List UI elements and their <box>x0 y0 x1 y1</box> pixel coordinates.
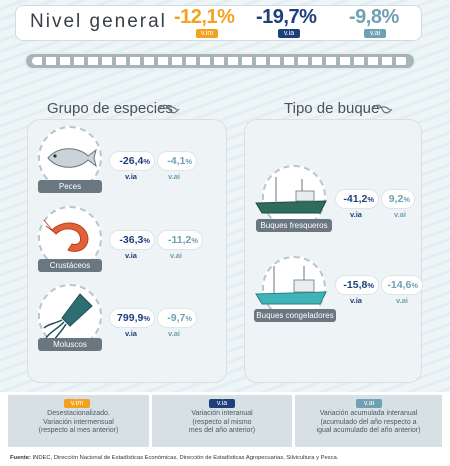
vessels-panel <box>245 120 421 382</box>
vessel-label-fresqueros: Buques fresqueros <box>256 219 332 232</box>
legend-vim-badge: v.im <box>64 399 90 408</box>
header-vai-value: -9,8% <box>349 6 399 28</box>
crustaceos-via-value: -36,3 <box>119 234 144 246</box>
legend-vai-line2: (acumulado del año respecto a <box>320 418 417 426</box>
moluscos-via-pill: 799,9% <box>110 309 154 327</box>
legend-vai-line1: Variación acumulada interanual <box>319 410 418 417</box>
legend-vai-text: Variación acumulada interanual (acumulad… <box>295 410 442 436</box>
pct-sign: % <box>185 314 192 323</box>
rope-divider <box>24 52 416 70</box>
species-label-moluscos: Moluscos <box>38 338 102 351</box>
fresqueros-via-value: -41,2 <box>343 193 368 205</box>
congeladores-vai-pill: -14,6% <box>382 276 422 294</box>
vai-label: v.ai <box>168 172 180 181</box>
pct-sign: % <box>367 281 374 290</box>
freezer-boat-icon <box>255 266 327 305</box>
rope-knot-icon <box>371 104 393 114</box>
legend-vim-line3: (respecto al mes anterior) <box>38 427 119 434</box>
congeladores-vai-value: -14,6 <box>387 279 412 291</box>
vai-label: v.ai <box>168 329 180 338</box>
pct-sign: % <box>185 157 192 166</box>
fresqueros-vai-value: 9,2 <box>388 193 404 205</box>
header-via-badge: v.ia <box>278 29 300 38</box>
vai-label: v.ai <box>394 210 406 219</box>
via-label: v.ia <box>125 329 137 338</box>
congeladores-via-pill: -15,8% <box>336 276 378 294</box>
legend-vim-text: Desestacionalizado. Variación intermensu… <box>8 410 149 436</box>
via-label: v.ia <box>350 296 362 305</box>
via-label: v.ia <box>125 172 137 181</box>
header-panel <box>16 6 421 40</box>
source-text: INDEC, Dirección Nacional de Estadística… <box>30 455 339 461</box>
moluscos-via-value: 799,9 <box>117 312 144 324</box>
vai-label: v.ai <box>396 296 408 305</box>
peces-via-value: -26,4 <box>119 155 144 167</box>
pct-sign: % <box>367 195 374 204</box>
pct-sign: % <box>403 195 410 204</box>
legend-vai-badge: v.ai <box>356 399 382 408</box>
species-label-crustaceos: Crustáceos <box>38 259 102 272</box>
legend-via-line1: Variación interanual <box>191 410 253 417</box>
crustaceos-vai-value: -11,2 <box>167 234 192 246</box>
fish-icon <box>47 148 97 168</box>
species-label-peces: Peces <box>38 180 102 193</box>
header-vim-badge: v.im <box>196 29 218 38</box>
via-label: v.ia <box>350 210 362 219</box>
congeladores-via-value: -15,8 <box>343 279 368 291</box>
crustaceos-via-pill: -36,3% <box>110 231 154 249</box>
fresqueros-vai-pill: 9,2% <box>382 190 414 208</box>
crustaceos-vai-pill: -11,2% <box>158 231 202 249</box>
shrimp-icon <box>43 219 89 252</box>
header-vai-badge: v.ai <box>364 29 386 38</box>
legend-via-text: Variación interanual (respecto al mismo … <box>152 410 292 436</box>
rope-knot-icon <box>158 104 180 114</box>
via-label: v.ia <box>125 251 137 260</box>
header-via-value: -19,7% <box>256 6 317 28</box>
species-title: Grupo de especies <box>47 100 173 117</box>
squid-icon <box>43 293 93 345</box>
vessels-title: Tipo de buque <box>284 100 380 117</box>
header-vim-value: -12,1% <box>174 6 235 28</box>
legend-via-badge: v.ia <box>209 399 235 408</box>
legend-via-line2: (respecto al mismo <box>192 418 252 426</box>
pct-sign: % <box>143 314 150 323</box>
fresh-boat-icon <box>255 177 327 214</box>
peces-via-pill: -26,4% <box>110 152 154 170</box>
pct-sign: % <box>143 157 150 166</box>
legend-vai-line3: igual acumulado del año anterior) <box>316 427 421 434</box>
source-label: Fuente: <box>10 455 31 461</box>
legend-vim-line2: Variación intermensual <box>43 418 114 426</box>
source-note: Fuente: INDEC, Dirección Nacional de Est… <box>10 455 338 461</box>
fresh-boat-circle <box>255 165 327 229</box>
page-title: Nivel general <box>30 11 167 32</box>
fresqueros-via-pill: -41,2% <box>336 190 378 208</box>
legend-via-line3: mes del año anterior) <box>188 427 256 434</box>
pct-sign: % <box>411 281 418 290</box>
pct-sign: % <box>143 236 150 245</box>
moluscos-vai-value: -9,7 <box>167 312 186 324</box>
moluscos-vai-pill: -9,7% <box>158 309 196 327</box>
pct-sign: % <box>191 236 198 245</box>
peces-vai-value: -4,1 <box>167 155 186 167</box>
vessel-label-congeladores: Buques congeladores <box>254 309 336 322</box>
legend-vim-line1: Desestacionalizado. <box>47 410 110 417</box>
peces-vai-pill: -4,1% <box>158 152 196 170</box>
vai-label: v.ai <box>170 251 182 260</box>
